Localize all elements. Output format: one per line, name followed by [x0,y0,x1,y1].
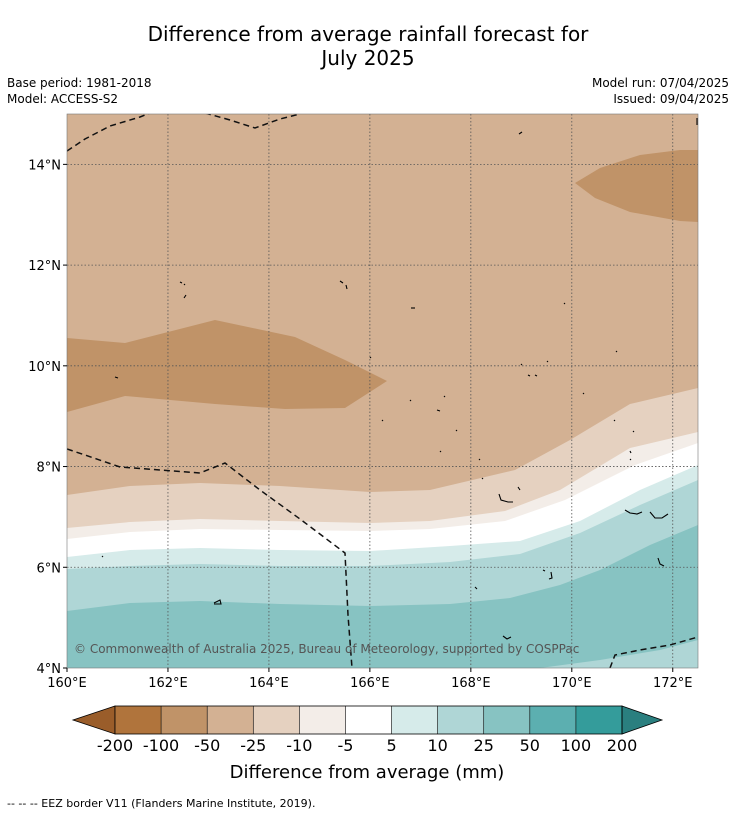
colorbar-label: 25 [474,736,494,755]
colorbar-label: 200 [607,736,638,755]
band-plus50 [67,525,698,668]
colorbar-swatch [483,706,530,734]
x-tick-label: 160°E [47,676,87,691]
colorbar-label: -100 [143,736,179,755]
x-axis: 160°E 162°E 164°E 166°E 168°E 170°E 172°E [47,668,693,691]
colorbar-extend-low [71,705,116,735]
colorbar-swatch [299,706,346,734]
model-run-text: Model run: 07/04/2025 [591,76,729,90]
island [481,477,484,480]
x-tick-label: 170°E [552,676,592,691]
eez-border-north [205,114,301,129]
eez-legend-note: -- -- -- EEZ border V11 (Flanders Marine… [7,797,316,810]
island [657,557,665,567]
island [179,281,187,299]
island [542,569,553,580]
island [498,486,521,503]
colorbar-extend-high [621,705,664,735]
meta-right: Model run: 07/04/2025 Issued: 09/04/2025 [592,75,729,107]
colorbar-outline [114,705,623,735]
island [474,586,478,590]
band-minus50-east [575,150,698,222]
colorbar-swatch [253,706,300,734]
island [213,599,222,605]
title-line-1: Difference from average rainfall forecas… [147,22,589,46]
colorbar-label: 50 [520,736,540,755]
island [563,302,566,305]
colorbar: -200 -100 -50 -25 -10 -5 5 10 25 50 100 200 [71,705,664,755]
island [502,635,512,640]
base-period-text: Base period: 1981-2018 [7,76,152,90]
x-tick-label: 168°E [451,676,491,691]
x-tick-label: 166°E [350,676,390,691]
y-tick-label: 6°N [37,561,62,576]
island [518,131,523,135]
copyright-notice: © Commonwealth of Australia 2025, Bureau… [74,642,579,656]
colorbar-swatch [207,706,254,734]
y-tick-label: 14°N [28,158,61,173]
band-minus50-west [67,320,387,412]
colorbar-swatch [345,706,392,734]
colorbar-label: 10 [427,736,447,755]
y-axis: 4°N 6°N 8°N 10°N 12°N 14°N [28,158,67,677]
eez-border-north-west [67,114,150,152]
title-line-2: July 2025 [321,46,415,70]
colorbar-label: -50 [194,736,220,755]
y-tick-label: 8°N [37,461,62,476]
island [339,280,348,290]
band-plus25-southeast [540,640,698,668]
forecast-map: © Commonwealth of Australia 2025, Bureau… [28,113,699,783]
colorbar-label: -5 [337,736,353,755]
colorbar-swatch [161,706,208,734]
colorbar-label: -25 [240,736,266,755]
map-grid [67,114,698,668]
island [369,356,372,359]
island [101,555,104,558]
island [409,395,446,412]
colorbar-swatch [391,706,438,734]
island [520,360,549,377]
island [624,509,669,519]
x-tick-label: 172°E [653,676,693,691]
map-plot-area: © Commonwealth of Australia 2025, Bureau… [67,114,698,668]
island [439,450,632,461]
island [381,419,635,433]
colorbar-swatch [529,706,576,734]
meta-left: Base period: 1981-2018 Model: ACCESS-S2 [7,75,152,107]
issued-text: Issued: 09/04/2025 [613,92,729,106]
colorbar-label: 5 [386,736,396,755]
colorbar-title: Difference from average (mm) [230,762,505,783]
x-tick-label: 162°E [148,676,188,691]
islands [101,118,698,640]
eez-borders [67,114,698,668]
map-title: Difference from average rainfall forecas… [0,22,736,70]
island [582,392,585,395]
y-tick-label: 4°N [37,662,62,677]
island [615,350,618,353]
x-tick-label: 164°E [249,676,289,691]
colorbar-label: -200 [97,736,133,755]
model-text: Model: ACCESS-S2 [7,92,119,106]
y-tick-label: 10°N [28,360,61,375]
colorbar-swatch [115,706,162,734]
colorbar-swatch [437,706,484,734]
island [114,376,119,379]
eez-border-central [67,448,353,668]
map-frame [66,113,699,669]
colorbar-label: 100 [561,736,592,755]
colorbar-swatch [575,706,622,734]
y-tick-label: 12°N [28,259,61,274]
colorbar-label: -10 [286,736,312,755]
